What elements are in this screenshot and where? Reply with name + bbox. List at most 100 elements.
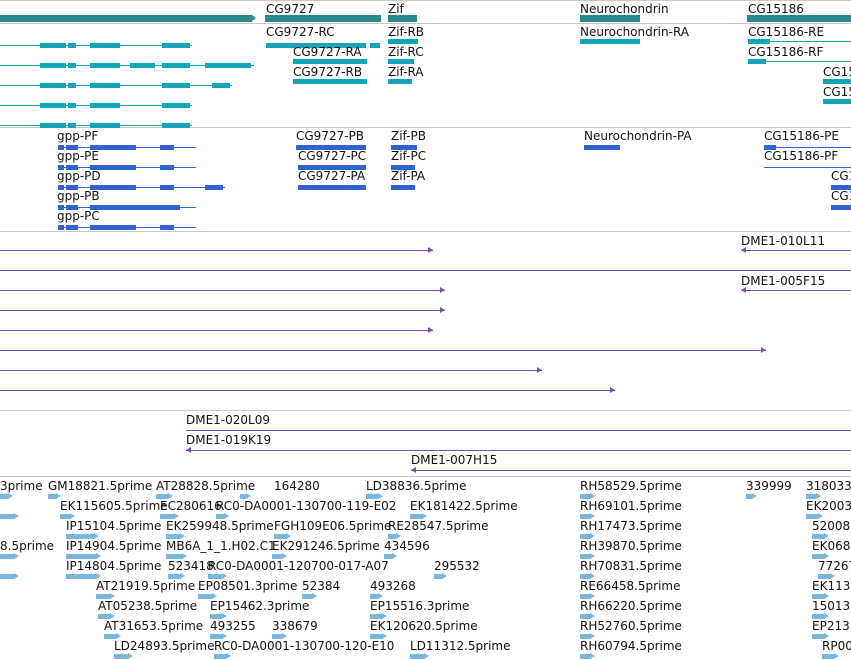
est-label[interactable]: RC0-DA0001-120700-017-A07 xyxy=(208,559,389,573)
clone-end-arrow[interactable] xyxy=(610,387,615,393)
transcript-exon[interactable] xyxy=(90,103,120,108)
est-feature[interactable] xyxy=(812,634,824,639)
gene-feature[interactable] xyxy=(265,15,381,22)
protein-label[interactable]: CG1 xyxy=(831,189,851,203)
est-strand-arrow[interactable] xyxy=(590,493,595,499)
transcript-exon[interactable] xyxy=(68,83,76,88)
est-label[interactable]: GM18821.5prime xyxy=(48,479,153,493)
protein-label[interactable]: Zif-PC xyxy=(391,149,427,163)
protein-exon[interactable] xyxy=(66,165,78,170)
clone-line[interactable] xyxy=(0,390,615,391)
clone-end-arrow[interactable] xyxy=(537,367,542,373)
est-feature[interactable] xyxy=(434,574,442,579)
est-feature[interactable] xyxy=(302,594,312,599)
est-feature[interactable] xyxy=(410,514,422,519)
protein-label[interactable]: Zif-PB xyxy=(391,129,426,143)
est-feature[interactable] xyxy=(160,514,174,519)
est-label[interactable]: 493268 xyxy=(370,579,416,593)
est-label[interactable]: EP08501.3prime xyxy=(198,579,298,593)
clone-line[interactable] xyxy=(186,450,851,451)
protein-exon[interactable] xyxy=(764,145,776,150)
est-strand-arrow[interactable] xyxy=(442,573,447,579)
gene-label[interactable]: Neurochondrin xyxy=(580,2,669,16)
transcript-exon[interactable] xyxy=(40,43,66,48)
protein-exon[interactable] xyxy=(90,225,136,230)
protein-exon[interactable] xyxy=(391,185,415,190)
est-label[interactable]: RH70831.5prime xyxy=(580,559,682,573)
transcript-exon[interactable] xyxy=(212,83,230,88)
est-feature[interactable] xyxy=(370,614,382,619)
est-strand-arrow[interactable] xyxy=(378,493,383,499)
clone-line[interactable] xyxy=(0,290,445,291)
est-strand-arrow[interactable] xyxy=(286,533,291,539)
clone-end-arrow[interactable] xyxy=(428,327,433,333)
est-label[interactable]: RE28547.5prime xyxy=(388,519,489,533)
transcript-label[interactable]: CG15 xyxy=(823,65,851,79)
est-label[interactable]: EP15516.3prime xyxy=(370,599,470,613)
est-feature[interactable] xyxy=(272,554,282,559)
transcript-exon[interactable] xyxy=(68,103,76,108)
transcript-exon[interactable] xyxy=(748,59,766,64)
transcript-label[interactable]: CG15186-RF xyxy=(748,45,824,59)
protein-label[interactable]: CG9727-PB xyxy=(296,129,365,143)
est-feature[interactable] xyxy=(746,494,752,499)
est-label[interactable]: EK120620.5prime xyxy=(370,619,478,633)
transcript-exon[interactable] xyxy=(162,123,190,128)
est-label[interactable]: RC0-DA0001-130700-119-E02 xyxy=(216,499,397,513)
est-feature[interactable] xyxy=(210,634,222,639)
transcript-exon[interactable] xyxy=(162,83,190,88)
est-feature[interactable] xyxy=(96,594,110,599)
est-label[interactable]: 318033 xyxy=(806,479,851,493)
clone-end-arrow[interactable] xyxy=(741,287,746,293)
est-feature[interactable] xyxy=(166,534,180,539)
est-strand-arrow[interactable] xyxy=(180,533,185,539)
est-strand-arrow[interactable] xyxy=(752,493,757,499)
transcript-label[interactable]: CG9727-RB xyxy=(293,65,363,79)
est-label[interactable]: RH58529.5prime xyxy=(580,479,682,493)
est-label[interactable]: EK2003 xyxy=(806,499,851,513)
gene-feature[interactable] xyxy=(747,15,851,22)
transcript-exon[interactable] xyxy=(823,99,851,104)
protein-exon[interactable] xyxy=(584,145,620,150)
clone-line[interactable] xyxy=(741,290,851,291)
est-strand-arrow[interactable] xyxy=(180,573,185,579)
clone-label[interactable]: DME1-019K19 xyxy=(186,433,272,447)
protein-exon[interactable] xyxy=(66,185,78,190)
transcript-exon[interactable] xyxy=(580,39,640,44)
transcript-exon[interactable] xyxy=(388,39,418,44)
est-feature[interactable] xyxy=(156,494,168,499)
est-feature[interactable] xyxy=(0,574,14,579)
est-feature[interactable] xyxy=(0,514,14,519)
est-strand-arrow[interactable] xyxy=(590,613,595,619)
est-feature[interactable] xyxy=(812,534,824,539)
protein-intron[interactable] xyxy=(58,187,225,188)
est-strand-arrow[interactable] xyxy=(830,573,835,579)
protein-label[interactable]: gpp-PD xyxy=(57,169,101,183)
gene-label[interactable]: Zif xyxy=(388,2,404,16)
transcript-exon[interactable] xyxy=(748,39,770,44)
est-label[interactable]: 523418 xyxy=(168,559,214,573)
protein-label[interactable]: gpp-PC xyxy=(57,209,100,223)
est-label[interactable]: RP00 xyxy=(822,639,851,653)
clone-label[interactable]: DME1-020L09 xyxy=(186,413,270,427)
est-strand-arrow[interactable] xyxy=(128,653,133,659)
est-strand-arrow[interactable] xyxy=(834,653,839,659)
est-feature[interactable] xyxy=(0,494,8,499)
transcript-intron[interactable] xyxy=(748,41,851,42)
est-feature[interactable] xyxy=(580,514,590,519)
est-feature[interactable] xyxy=(580,554,590,559)
est-strand-arrow[interactable] xyxy=(590,513,595,519)
protein-exon[interactable] xyxy=(298,165,366,170)
est-label[interactable]: AT31653.5prime xyxy=(104,619,204,633)
est-strand-arrow[interactable] xyxy=(816,493,821,499)
protein-exon[interactable] xyxy=(90,185,136,190)
est-label[interactable]: EK115605.5prime xyxy=(60,499,168,513)
est-label[interactable]: EP213 xyxy=(812,619,850,633)
est-feature[interactable] xyxy=(410,654,424,659)
transcript-label[interactable]: Zif-RA xyxy=(388,65,424,79)
est-label[interactable]: RH39870.5prime xyxy=(580,539,682,553)
est-strand-arrow[interactable] xyxy=(824,533,829,539)
est-strand-arrow[interactable] xyxy=(590,593,595,599)
protein-label[interactable]: CG1 xyxy=(831,169,851,183)
protein-label[interactable]: CG9727-PA xyxy=(298,169,366,183)
